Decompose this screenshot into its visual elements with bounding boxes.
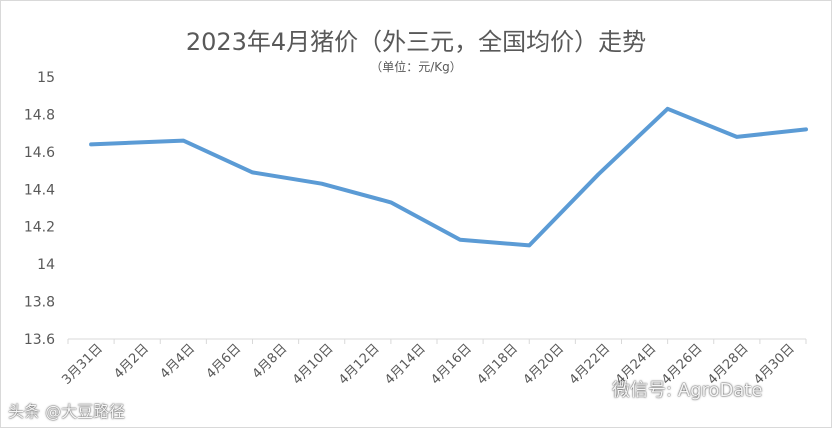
x-tick-label: 4月22日 (567, 341, 614, 388)
y-tick-label: 13.6 (24, 332, 55, 348)
x-tick-label: 4月6日 (204, 341, 245, 382)
x-tick-label: 4月8日 (250, 341, 291, 382)
x-tick-label: 4月4日 (157, 341, 198, 382)
chart-title: 2023年4月猪价（外三元，全国均价）走势 (185, 28, 647, 56)
x-tick-label: 4月18日 (474, 341, 521, 388)
y-axis-ticks: 15 14.8 14.6 14.4 14.2 14 13.8 13.6 (24, 70, 55, 348)
x-tick-label: 3月31日 (59, 341, 106, 388)
watermark-left: 头条 @大豆路径 (8, 402, 126, 421)
y-tick-label: 14.2 (24, 220, 55, 236)
x-tick-label: 4月10日 (290, 341, 337, 388)
y-tick-label: 14.8 (24, 107, 55, 123)
y-tick-label: 15 (37, 70, 55, 86)
y-tick-label: 13.8 (24, 295, 55, 311)
chart-subtitle: （单位：元/Kg） (370, 60, 462, 74)
x-tick-label: 4月14日 (382, 341, 429, 388)
x-tick-label: 4月20日 (521, 341, 568, 388)
y-tick-label: 14.6 (24, 145, 55, 161)
price-series-line (89, 106, 808, 248)
y-tick-label: 14.4 (24, 182, 55, 198)
watermark-right: 微信号: AgroDate (612, 380, 763, 401)
y-tick-label: 14 (37, 257, 55, 273)
x-tick-label: 4月12日 (336, 341, 383, 388)
x-tick-label: 4月16日 (428, 341, 475, 388)
x-tick-label: 4月2日 (111, 341, 152, 382)
